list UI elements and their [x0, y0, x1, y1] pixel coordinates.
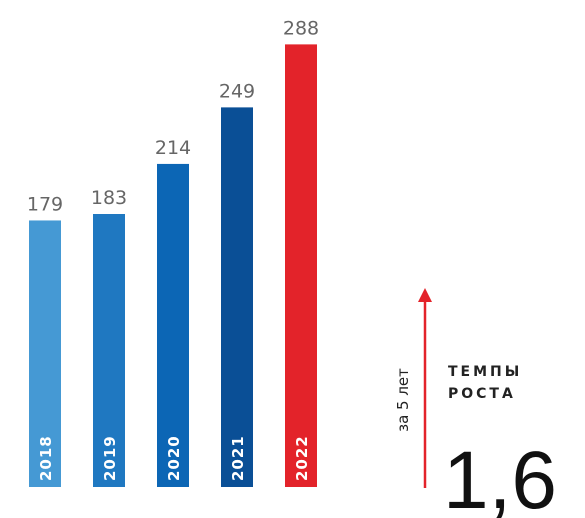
- growth-title: ТЕМПЫ: [448, 364, 522, 380]
- year-label: 2019: [101, 435, 119, 481]
- bar: [93, 214, 125, 487]
- growth-arrowhead: [418, 288, 432, 302]
- year-label: 2018: [37, 435, 55, 481]
- value-label: 288: [283, 17, 319, 39]
- year-label: 2021: [229, 435, 247, 481]
- year-label: 2022: [293, 435, 311, 481]
- period-label: за 5 лет: [394, 368, 412, 432]
- growth-value: 1,6: [443, 435, 557, 518]
- bar: [29, 220, 61, 487]
- value-label: 249: [219, 80, 255, 102]
- bar: [157, 163, 189, 487]
- year-label: 2020: [165, 435, 183, 481]
- value-label: 214: [155, 137, 191, 159]
- bar: [285, 44, 317, 488]
- value-label: 179: [27, 193, 63, 215]
- growth-title: РОСТА: [448, 386, 516, 402]
- bar: [221, 107, 253, 487]
- value-label: 183: [91, 187, 127, 209]
